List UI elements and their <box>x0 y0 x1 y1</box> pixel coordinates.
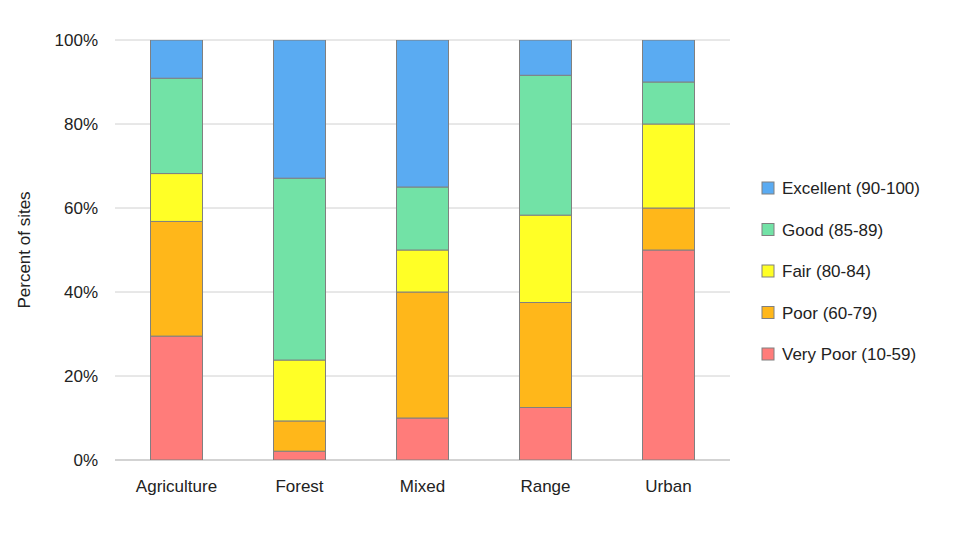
legend-label: Poor (60-79) <box>782 304 877 323</box>
bar-segment <box>274 360 326 421</box>
legend-swatch <box>762 224 774 236</box>
bar-segment <box>520 40 572 75</box>
bar-segment <box>643 82 695 124</box>
legend: Excellent (90-100) Good (85-89) Fair (80-8… <box>762 179 920 364</box>
category-label: Forest <box>275 477 323 496</box>
bar-segment <box>274 421 326 451</box>
bar-segment <box>151 336 203 460</box>
bar-segment <box>274 178 326 360</box>
y-axis-title: Percent of sites <box>15 191 34 308</box>
bar-segment <box>520 303 572 408</box>
bar-segment <box>151 174 203 222</box>
bar-segment <box>520 215 572 302</box>
tick-label: 0% <box>73 451 98 470</box>
bar-segment <box>274 40 326 178</box>
category-label: Mixed <box>400 477 445 496</box>
legend-swatch <box>762 307 774 319</box>
bar-segment <box>397 40 449 187</box>
legend-label: Good (85-89) <box>782 221 883 240</box>
bar-segment <box>151 78 203 173</box>
legend-label: Very Poor (10-59) <box>782 345 916 364</box>
legend-swatch <box>762 265 774 277</box>
bar-segment <box>643 40 695 82</box>
bar-segment <box>397 250 449 292</box>
chart: 0% 20% 40% 60% 80% 100% Percent of sites Agricu… <box>0 0 975 534</box>
category-label: Range <box>520 477 570 496</box>
legend-label: Fair (80-84) <box>782 262 871 281</box>
category-label: Urban <box>645 477 691 496</box>
legend-swatch <box>762 348 774 360</box>
bars <box>151 40 695 460</box>
bar-segment <box>643 208 695 250</box>
bar-segment <box>151 40 203 78</box>
tick-label: 60% <box>64 199 98 218</box>
tick-label: 80% <box>64 115 98 134</box>
bar-segment <box>520 408 572 461</box>
bar-segment <box>643 250 695 460</box>
tick-label: 20% <box>64 367 98 386</box>
bar-segment <box>274 451 326 460</box>
tick-label: 40% <box>64 283 98 302</box>
legend-label: Excellent (90-100) <box>782 179 920 198</box>
bar-segment <box>151 221 203 336</box>
legend-swatch <box>762 182 774 194</box>
tick-label: 100% <box>55 31 98 50</box>
bar-segment <box>397 418 449 460</box>
bar-segment <box>397 292 449 418</box>
bar-segment <box>643 124 695 208</box>
bar-segment <box>397 187 449 250</box>
bar-segment <box>520 75 572 215</box>
category-label: Agriculture <box>136 477 217 496</box>
